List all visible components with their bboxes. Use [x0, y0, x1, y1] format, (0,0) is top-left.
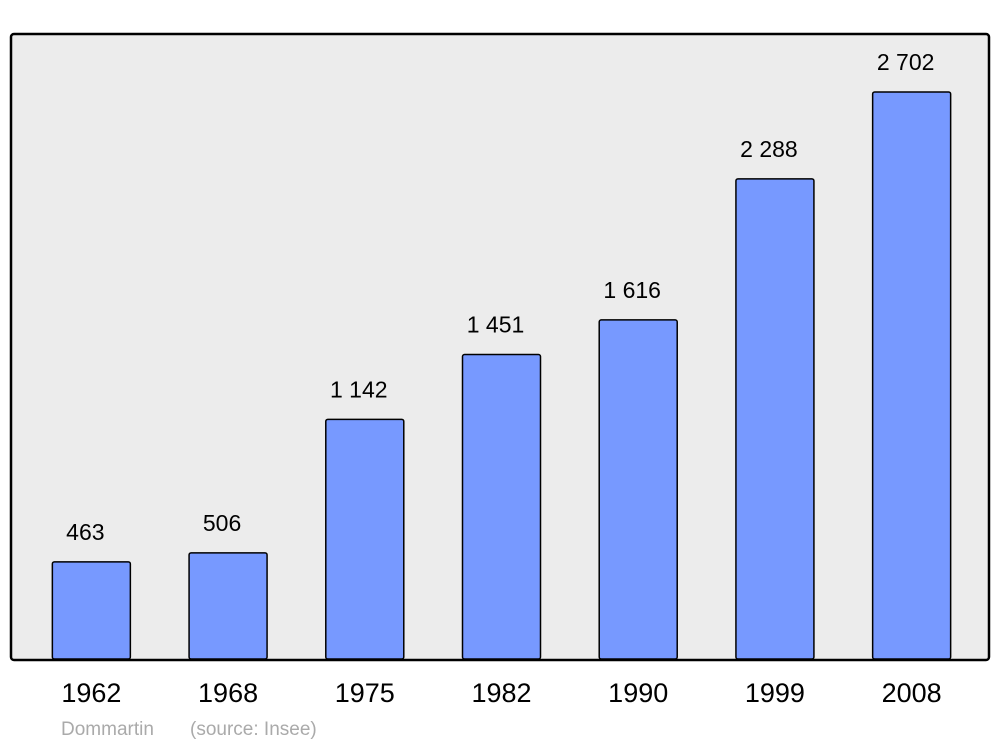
x-tick-label: 1962: [61, 678, 121, 708]
place-name: Dommartin: [61, 719, 154, 740]
bar: [188, 552, 268, 660]
bar: [735, 178, 815, 660]
value-label: 1 616: [603, 277, 661, 303]
source-note: (source: Insee): [190, 719, 317, 740]
value-label: 2 288: [740, 136, 798, 162]
x-tick-label: 1968: [198, 678, 258, 708]
x-tick-label: 1982: [471, 678, 531, 708]
x-tick-label: 2008: [882, 678, 942, 708]
bar: [325, 418, 405, 660]
bar: [51, 561, 132, 660]
value-label: 1 451: [467, 312, 525, 338]
value-label: 2 702: [877, 49, 935, 75]
x-tick-label: 1999: [745, 678, 805, 708]
x-tick-label: 1975: [335, 678, 395, 708]
bar: [598, 319, 678, 660]
value-label: 463: [66, 519, 104, 545]
x-tick-label: 1990: [608, 678, 668, 708]
bar: [461, 353, 542, 660]
value-label: 506: [203, 510, 241, 536]
value-label: 1 142: [330, 376, 388, 402]
bar: [871, 91, 952, 660]
